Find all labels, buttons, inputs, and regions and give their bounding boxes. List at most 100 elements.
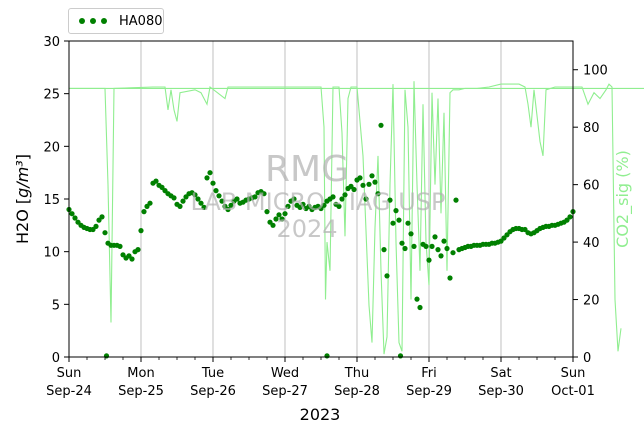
h2o-point	[147, 200, 153, 206]
h2o-point	[201, 204, 207, 210]
y-left-tick-label: 0	[52, 351, 60, 366]
y-left-tick-label: 15	[43, 193, 60, 208]
h2o-point	[339, 196, 345, 202]
h2o-point	[423, 243, 429, 249]
x-tick-label: Sep-27	[262, 384, 308, 399]
watermark: RMG LAB MICRO - IAG USP 2024	[190, 149, 445, 243]
h2o-point	[357, 175, 363, 181]
watermark-line2: LAB MICRO - IAG USP	[190, 188, 445, 216]
x-tick-label: Sat	[490, 366, 511, 381]
h2o-point	[69, 211, 75, 217]
h2o-point	[285, 203, 291, 209]
h2o-point	[177, 203, 183, 209]
x-tick-label: Wed	[271, 366, 299, 381]
h2o-point	[414, 296, 420, 302]
y-right-tick-label: 20	[583, 294, 600, 309]
legend: HA080	[68, 8, 164, 34]
x-tick-label: Thu	[344, 366, 369, 381]
h2o-point	[195, 196, 201, 202]
h2o-point	[210, 180, 216, 186]
h2o-point	[171, 195, 177, 201]
h2o-point	[351, 186, 357, 193]
h2o-point	[369, 173, 375, 179]
h2o-point	[198, 200, 204, 206]
h2o-point	[384, 273, 390, 279]
legend-label: HA080	[119, 13, 163, 29]
x-tick-label: Fri	[421, 366, 437, 381]
h2o-point	[426, 257, 432, 263]
x-tick-label: Sep-26	[190, 384, 236, 399]
h2o-point	[372, 179, 378, 185]
watermark-line3: 2024	[276, 215, 337, 243]
x-tick-label: Tue	[201, 366, 224, 381]
axes: Sun Sep-24 Mon Sep-25 Tue Sep-26 Wed Sep-27 Thu S…	[43, 35, 607, 399]
h2o-point	[261, 191, 267, 197]
h2o-point	[378, 122, 384, 128]
h2o-point	[432, 234, 438, 240]
y-left-tick-label: 20	[43, 140, 60, 155]
h2o-point	[360, 182, 366, 188]
h2o-point	[417, 304, 423, 311]
h2o-point	[429, 243, 435, 249]
h2o-point	[321, 202, 327, 208]
h2o-point	[453, 197, 459, 203]
h2o-point	[273, 216, 279, 222]
y-left-tick-label: 30	[43, 35, 60, 50]
h2o-point	[225, 206, 231, 213]
h2o-point	[447, 275, 453, 281]
x-tick-label: Sun	[57, 366, 82, 381]
h2o-point	[291, 196, 297, 202]
y-left-tick-label: 25	[43, 88, 60, 103]
h2o-point	[282, 211, 288, 217]
h2o-point	[375, 191, 381, 197]
y-right-tick-label: 100	[583, 64, 608, 79]
h2o-point	[102, 230, 108, 236]
x-tick-label: Oct-01	[551, 384, 595, 399]
x-tick-label: Mon	[127, 366, 154, 381]
vertical-grid	[140, 41, 502, 357]
h2o-point	[219, 198, 225, 204]
h2o-point	[336, 203, 342, 209]
y-right-tick-label: 80	[583, 121, 600, 136]
x-tick-label: Sep-25	[118, 384, 164, 399]
h2o-point	[393, 208, 399, 214]
h2o-point	[411, 243, 417, 249]
h2o-point	[180, 198, 186, 204]
h2o-point	[216, 193, 222, 199]
x-tick-label: Sep-24	[46, 384, 92, 399]
h2o-point	[117, 243, 123, 249]
y-left-tick-label: 10	[43, 246, 60, 261]
h2o-point	[324, 353, 330, 359]
h2o-point	[264, 209, 270, 215]
x-tick-label: Sep-30	[478, 384, 524, 399]
h2o-point	[138, 228, 144, 234]
h2o-point	[402, 245, 408, 252]
legend-marker	[79, 18, 107, 24]
h2o-point	[228, 202, 234, 208]
h2o-point	[441, 238, 447, 244]
h2o-point	[72, 215, 78, 221]
y-left-tick-label: 5	[52, 298, 60, 313]
h2o-point	[450, 250, 456, 256]
h2o-point	[330, 194, 336, 200]
h2o-point	[204, 175, 210, 181]
h2o-point	[366, 181, 372, 187]
h2o-point	[396, 217, 402, 223]
h2o-point	[141, 209, 147, 215]
y-axis-right-title: CO2_sig (%)	[613, 150, 633, 248]
h2o-point	[135, 247, 141, 253]
h2o-point	[342, 192, 348, 198]
co2-line-CO2_sig	[69, 81, 622, 355]
h2o-point	[567, 214, 573, 220]
h2o-point	[408, 231, 414, 237]
watermark-line1: RMG	[265, 149, 349, 190]
h2o-point	[438, 253, 444, 259]
h2o-point	[252, 194, 258, 200]
h2o-point	[279, 216, 285, 222]
co2-series	[69, 81, 644, 355]
x-tick-label: Sep-28	[334, 384, 380, 399]
h2o-point	[213, 188, 219, 194]
h2o-point	[390, 220, 396, 226]
h2o-point	[276, 212, 282, 218]
